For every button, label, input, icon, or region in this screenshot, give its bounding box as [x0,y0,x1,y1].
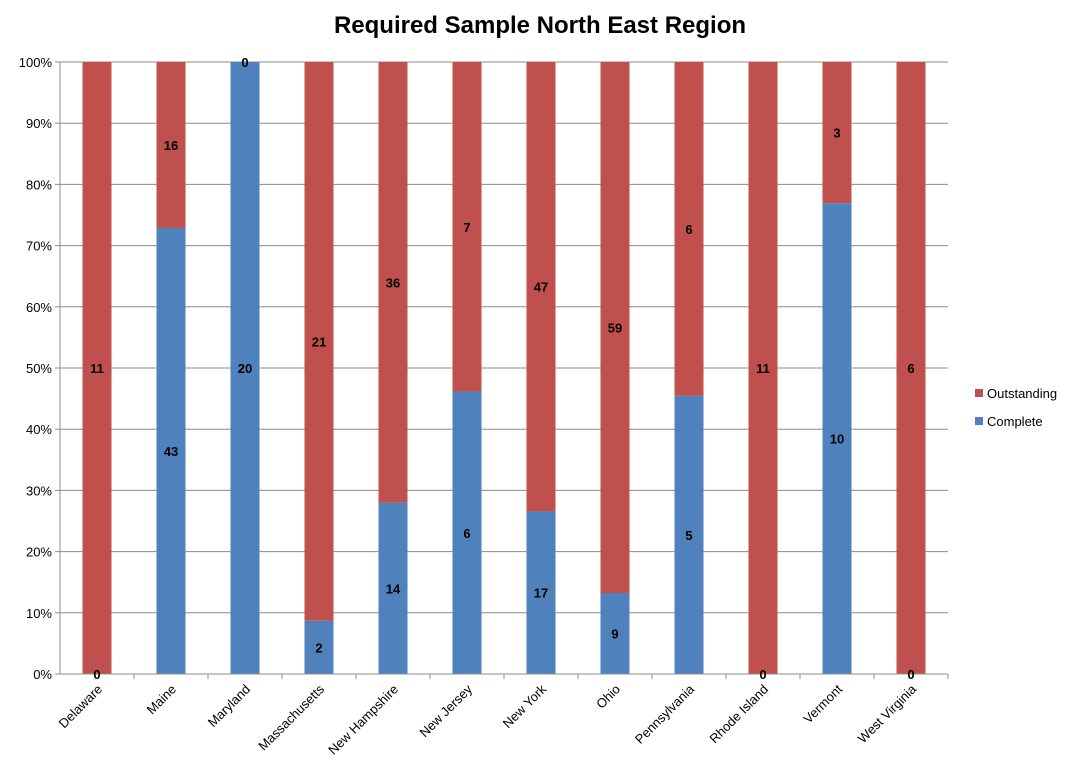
y-tick-label: 0% [33,667,52,682]
bar-outstanding-delaware [82,62,112,674]
bar-complete-maine [156,227,186,674]
data-label-complete-new-hampshire: 14 [386,581,401,596]
legend-swatch-complete [975,417,983,425]
legend-label-outstanding: Outstanding [987,386,1057,401]
y-tick-label: 10% [26,606,52,621]
bar-complete-new-york [526,511,556,674]
data-label-outstanding-new-hampshire: 36 [386,275,400,290]
data-label-outstanding-massachusetts: 21 [312,334,326,349]
data-label-outstanding-vermont: 3 [833,126,840,141]
x-tick-label-pennsylvania: Pennsylvania [632,681,698,747]
bar-outstanding-pennsylvania [674,62,704,396]
bar-outstanding-new-hampshire [378,62,408,503]
bar-outstanding-vermont [822,62,852,204]
data-labels: 0 11 43 16 20 0 2 21 14 36 6 7 17 47 9 59 5 6 0 11 10 3 0 6 [90,55,914,682]
data-label-outstanding-new-york: 47 [534,280,548,295]
y-tick-label: 80% [26,177,52,192]
data-label-outstanding-delaware: 11 [90,361,104,376]
y-tick-label: 90% [26,116,52,131]
bar-complete-massachusetts [304,620,334,674]
data-label-outstanding-west-virginia: 6 [907,361,914,376]
data-label-complete-maryland: 20 [238,361,252,376]
data-label-complete-ohio: 9 [611,627,618,642]
bar-complete-new-hampshire [378,502,408,674]
data-label-complete-delaware: 0 [93,667,100,682]
x-tick-label-rhode-island: Rhode Island [706,682,771,747]
x-tick-label-maryland: Maryland [205,682,253,730]
x-tick-label-delaware: Delaware [56,682,105,731]
bar-complete-pennsylvania [674,395,704,674]
y-tick-label: 20% [26,545,52,560]
bars [82,62,926,674]
y-tick-label: 100% [19,55,53,70]
y-tick-label: 70% [26,239,52,254]
data-label-outstanding-maryland: 0 [241,55,248,70]
x-tick-label-new-hampshire: New Hampshire [325,682,401,758]
y-tick-label: 50% [26,361,52,376]
bar-complete-maryland [230,62,260,674]
gridlines [60,61,948,675]
bar-outstanding-west-virginia [896,62,926,674]
x-tick-label-massachusetts: Massachusetts [255,681,327,753]
legend: Outstanding Complete [975,386,1057,429]
y-tick-label: 60% [26,300,52,315]
x-tick-label-west-virginia: West Virginia [855,681,920,746]
bar-complete-ohio [600,593,630,674]
x-tick-label-ohio: Ohio [593,682,623,712]
x-tick-label-maine: Maine [143,682,179,718]
data-label-complete-west-virginia: 0 [907,667,914,682]
bar-outstanding-new-york [526,62,556,512]
data-label-complete-new-jersey: 6 [463,526,470,541]
data-label-complete-vermont: 10 [830,432,844,447]
data-label-complete-new-york: 17 [534,586,548,601]
data-label-outstanding-ohio: 59 [608,321,622,336]
bar-outstanding-new-jersey [452,62,482,392]
y-tick-label: 30% [26,483,52,498]
x-tick-label-vermont: Vermont [800,681,845,726]
chart-title: Required Sample North East Region [334,12,746,39]
x-tick-label-new-jersey: New Jersey [416,681,475,740]
data-label-outstanding-rhode-island: 11 [756,361,770,376]
bar-complete-vermont [822,203,852,674]
legend-label-complete: Complete [987,414,1043,429]
data-label-outstanding-maine: 16 [164,138,178,153]
data-label-complete-rhode-island: 0 [759,667,766,682]
bar-outstanding-rhode-island [748,62,778,674]
data-label-complete-maine: 43 [164,444,178,459]
data-label-complete-massachusetts: 2 [315,640,322,655]
legend-swatch-outstanding [975,389,983,397]
bar-complete-new-jersey [452,391,482,674]
data-label-outstanding-pennsylvania: 6 [685,222,692,237]
bar-outstanding-massachusetts [304,62,334,621]
bar-outstanding-ohio [600,62,630,593]
y-tick-label: 40% [26,422,52,437]
data-label-outstanding-new-jersey: 7 [463,220,470,235]
x-tick-label-new-york: New York [500,681,550,731]
data-label-complete-pennsylvania: 5 [685,528,692,543]
bar-outstanding-maine [156,62,186,228]
